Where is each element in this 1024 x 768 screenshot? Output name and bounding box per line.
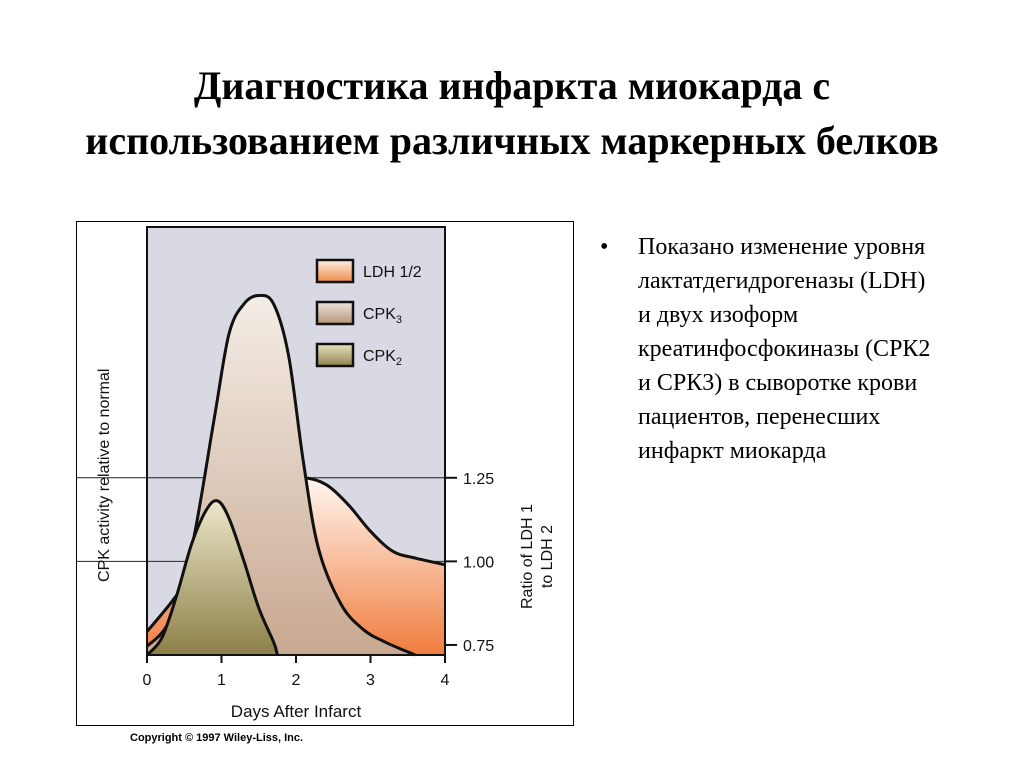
x-axis-label: Days After Infarct: [231, 702, 362, 721]
copyright-text: Copyright © 1997 Wiley-Liss, Inc.: [130, 732, 304, 744]
right-axis-tick-label: 0.75: [463, 638, 494, 655]
series-area-cpk2: [147, 500, 278, 655]
legend-swatch-ldh-1-2: [315, 258, 355, 284]
legend-label-cpk2: CPK2: [363, 348, 402, 368]
series-line-cpk2: [145, 499, 279, 657]
x-tick-label: 4: [441, 672, 450, 689]
bullet-marker: •: [600, 234, 609, 260]
right-axis-tick-label: 1.00: [463, 554, 494, 571]
chart-figure: 0 1 2 3 4 Days After Infarct 1.25 1.00 0.75 CPK a…: [76, 221, 574, 726]
x-tick-label: 0: [143, 672, 152, 689]
right-axis-tick-label: 1.25: [463, 471, 494, 488]
left-axis-label: CPK activity relative to normal: [96, 369, 113, 582]
x-tick-label: 3: [366, 672, 375, 689]
legend-swatch-cpk3: [315, 300, 355, 326]
chart-svg: 0 1 2 3 4 Days After Infarct 1.25 1.00 0.75 CPK a…: [77, 226, 556, 721]
right-axis-label-line1: Ratio of LDH 1: [519, 504, 536, 609]
legend-label-cpk3: CPK3: [363, 306, 402, 326]
cpk3-tail-line: [302, 462, 416, 656]
legend-label-ldh-1-2: LDH 1/2: [363, 264, 422, 281]
slide-title: Диагностика инфаркта миокарда с использо…: [85, 63, 939, 163]
x-tick-label: 1: [217, 672, 226, 689]
x-tick-label: 2: [292, 672, 301, 689]
legend-swatch-cpk2: [315, 342, 355, 368]
bullet-text: Показано изменение уровня лактатдегидрог…: [638, 234, 931, 464]
right-axis-label-line2: to LDH 2: [539, 525, 556, 588]
